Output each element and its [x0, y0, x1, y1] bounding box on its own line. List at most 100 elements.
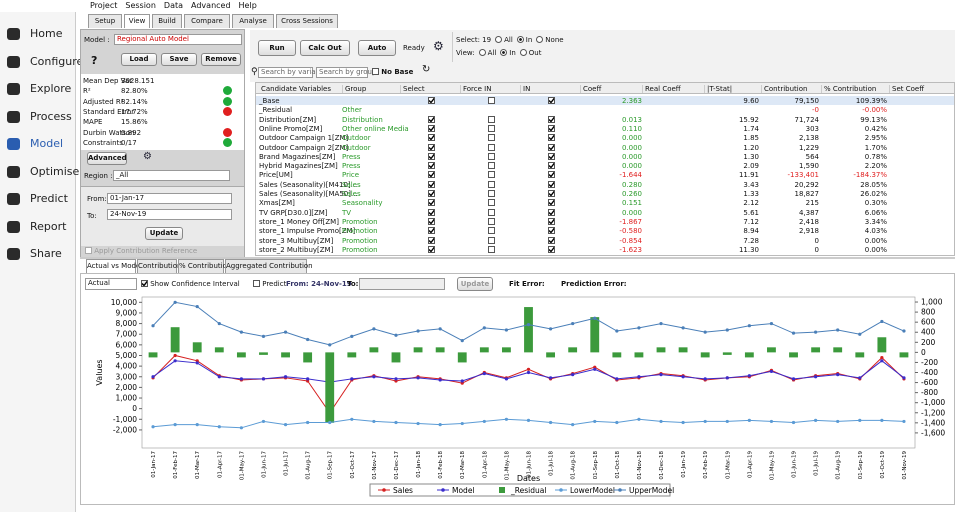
nav-item[interactable]: Report [0, 214, 76, 240]
checkbox[interactable] [253, 280, 260, 287]
column-header[interactable]: Group [342, 85, 400, 93]
nav-item[interactable]: Configure [0, 49, 83, 75]
column-header[interactable]: % Contribution [821, 85, 889, 93]
radio-button[interactable] [516, 36, 524, 43]
remove-button[interactable]: Remove [201, 53, 241, 66]
nav-item[interactable]: Share [0, 241, 76, 267]
tab[interactable]: Analyse [232, 14, 274, 28]
radio[interactable]: In [513, 36, 532, 44]
checkbox[interactable] [548, 236, 555, 244]
table-row[interactable]: Distribution[ZM] Distribution 0.013 15.92 71… [256, 115, 954, 124]
run-button[interactable]: Run [258, 40, 296, 56]
checkbox[interactable] [548, 162, 555, 170]
table-row[interactable]: store_2 Multibuy[ZM] Promotion -1.623 11.30… [256, 245, 954, 254]
checkbox[interactable] [85, 247, 92, 254]
checkbox[interactable] [548, 143, 555, 151]
checkbox[interactable] [428, 208, 435, 216]
menu-item[interactable]: Data [163, 1, 184, 10]
apply-checkbox[interactable]: Apply Contribution Reference [85, 247, 197, 255]
chart-tab[interactable]: Contribution [137, 259, 181, 273]
nav-item[interactable]: Explore [0, 76, 76, 102]
checkbox[interactable] [141, 280, 148, 287]
checkbox[interactable] [548, 180, 555, 188]
refresh-icon[interactable]: ↻ [422, 64, 431, 75]
table-row[interactable]: TV GRP[D30.0][ZM] TV 0.000 5.61 4,387 6.06% [256, 208, 954, 217]
nav-item[interactable]: Process [0, 104, 76, 130]
predict[interactable]: Predict [253, 280, 286, 288]
to-select[interactable] [359, 278, 445, 290]
column-header[interactable]: Real Coeff [642, 85, 704, 93]
checkbox[interactable] [488, 124, 495, 132]
checkbox[interactable] [548, 152, 555, 160]
checkbox[interactable] [428, 171, 435, 179]
checkbox[interactable] [428, 245, 435, 253]
menu-item[interactable]: Session [125, 1, 156, 10]
no-base[interactable]: No Base [372, 68, 413, 76]
tab[interactable]: Setup [88, 14, 122, 28]
help[interactable]: ? [91, 54, 98, 67]
table-row[interactable]: Hybrid Magazines[ZM] Press 0.000 2.09 1,590 2… [256, 161, 954, 170]
table-row[interactable]: Brand Magazines[ZM] Press 0.000 1.30 564 0.78… [256, 152, 954, 161]
table-row[interactable]: store_3 Multibuy[ZM] Promotion -0.854 7.28 0… [256, 236, 954, 245]
radio-button[interactable] [495, 36, 503, 43]
nav-item[interactable]: Predict [0, 186, 76, 212]
radio-button[interactable] [519, 49, 527, 56]
table-row[interactable]: Online Promo[ZM] Other online Media 0.110 1… [256, 124, 954, 133]
radio[interactable]: All [491, 36, 513, 44]
tab[interactable]: Compare [184, 14, 230, 28]
checkbox[interactable] [488, 171, 495, 179]
column-header[interactable]: Candidate Variables [261, 85, 331, 93]
checkbox[interactable] [428, 199, 435, 207]
checkbox[interactable] [548, 97, 555, 104]
table-row[interactable]: Xmas[ZM] Seasonality 0.151 2.12 215 0.30% [256, 198, 954, 207]
region-select[interactable]: _All [113, 170, 230, 181]
checkbox[interactable] [548, 115, 555, 123]
radio-button[interactable] [478, 49, 486, 56]
chart-tab[interactable]: % Contribution [178, 259, 231, 273]
checkbox[interactable] [548, 245, 555, 253]
nav-item[interactable]: Optimise [0, 159, 79, 185]
checkbox[interactable] [488, 227, 495, 235]
model-select[interactable]: Regional Auto Model [114, 34, 242, 45]
checkbox[interactable] [548, 171, 555, 179]
tab[interactable]: Cross Sessions [276, 14, 338, 28]
checkbox[interactable] [488, 217, 495, 225]
radio[interactable]: In [496, 49, 516, 57]
table-row[interactable]: Price[UM] Price -1.644 11.91 -133,401 -184.37… [256, 170, 954, 179]
checkbox[interactable] [428, 115, 435, 123]
checkbox[interactable] [548, 124, 555, 132]
calc-out-button[interactable]: Calc Out [300, 40, 350, 56]
column-header[interactable]: Set Coeff [889, 85, 949, 93]
gear-icon[interactable]: ⚙ [143, 151, 152, 162]
checkbox[interactable] [428, 124, 435, 132]
update-button[interactable]: Update [145, 227, 183, 240]
checkbox[interactable] [372, 68, 379, 75]
checkbox[interactable] [548, 227, 555, 235]
chart-tab[interactable]: Actual vs Model [86, 259, 142, 273]
nav-item[interactable]: Model [0, 131, 76, 157]
checkbox[interactable] [428, 134, 435, 142]
menu-item[interactable]: Advanced [191, 1, 231, 10]
advanced-button[interactable]: Advanced [87, 152, 127, 165]
table-row[interactable]: Outdoor Campaign 1[ZM] Outdoor 0.000 1.85 2,… [256, 133, 954, 142]
table-row[interactable]: _Residual Other -0 -0.00% [256, 105, 954, 114]
checkbox[interactable] [488, 190, 495, 197]
table-row[interactable]: _Base 2.363 9.60 79,150 109.39% [256, 96, 954, 105]
checkbox[interactable] [488, 115, 495, 123]
checkbox[interactable] [428, 217, 435, 225]
menu-item[interactable]: Project [90, 1, 118, 10]
checkbox[interactable] [548, 190, 555, 197]
save-button[interactable]: Save [161, 53, 197, 66]
table-row[interactable]: Sales (Seasonality)[M410]... Sales 0.280 3.… [256, 180, 954, 189]
checkbox[interactable] [548, 208, 555, 216]
tab[interactable]: Build [152, 14, 182, 28]
to-date[interactable]: 24-Nov-19 [107, 209, 232, 220]
gear-icon[interactable]: ⚙ [433, 39, 444, 53]
menu-item[interactable]: Help [238, 1, 257, 10]
table-row[interactable]: store_1 Money Off[ZM] Promotion -1.867 7.12… [256, 217, 954, 226]
column-header[interactable]: Force IN [460, 85, 520, 93]
checkbox[interactable] [488, 152, 495, 160]
update-button[interactable]: Update [457, 277, 493, 291]
search-variable[interactable]: Search by variable [258, 67, 326, 78]
checkbox[interactable] [428, 162, 435, 170]
